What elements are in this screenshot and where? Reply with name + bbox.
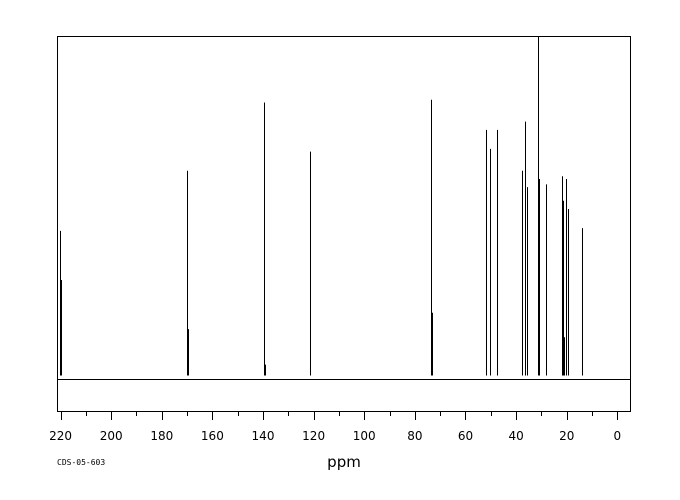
spectrum-code: CDS-05-603 [57, 458, 105, 467]
tick-label-140: 140 [252, 429, 275, 443]
x-axis-ticks [61, 411, 618, 420]
tick-label-180: 180 [150, 429, 173, 443]
tick-label-20: 20 [559, 429, 574, 443]
tick-label-40: 40 [508, 429, 523, 443]
tick-label-160: 160 [201, 429, 224, 443]
tick-label-0: 0 [614, 429, 622, 443]
tick-label-220: 220 [49, 429, 72, 443]
tick-label-120: 120 [302, 429, 325, 443]
tick-label-200: 200 [100, 429, 123, 443]
plot-frame [57, 36, 631, 412]
tick-label-80: 80 [407, 429, 422, 443]
tick-label-100: 100 [353, 429, 376, 443]
peak-group [60, 37, 583, 376]
x-axis-tick-labels: 220 200 180 160 140 120 100 80 60 40 20 0 [49, 429, 621, 443]
tick-label-60: 60 [458, 429, 473, 443]
x-axis-label: ppm [327, 453, 361, 471]
